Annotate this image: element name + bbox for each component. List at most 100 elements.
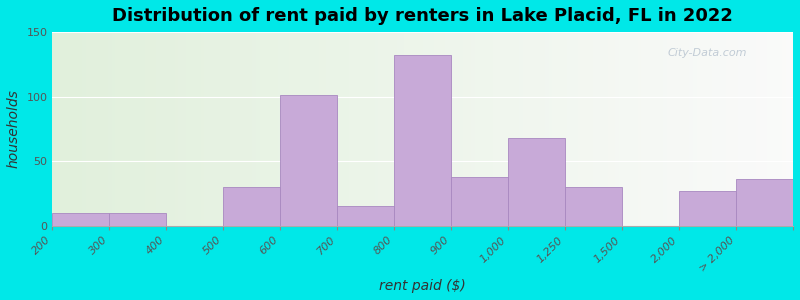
Bar — [674, 32, 678, 226]
Bar — [697, 32, 701, 226]
Bar — [574, 32, 578, 226]
Bar — [278, 32, 282, 226]
Bar — [490, 32, 493, 226]
Bar — [404, 32, 408, 226]
Bar — [271, 32, 274, 226]
Bar — [304, 32, 308, 226]
Bar — [471, 32, 474, 226]
Bar — [649, 32, 652, 226]
Bar — [63, 32, 67, 226]
Bar — [430, 32, 434, 226]
Bar — [274, 32, 278, 226]
Bar — [545, 32, 549, 226]
Bar — [163, 32, 167, 226]
Bar — [301, 32, 304, 226]
Bar — [382, 32, 386, 226]
Bar — [315, 32, 319, 226]
Bar — [708, 32, 711, 226]
Bar — [145, 32, 149, 226]
Bar — [742, 32, 745, 226]
Bar — [201, 32, 204, 226]
Y-axis label: households: households — [7, 89, 21, 168]
Bar — [397, 32, 401, 226]
Bar — [597, 32, 601, 226]
Bar — [360, 32, 363, 226]
Bar — [174, 32, 178, 226]
Bar — [434, 32, 438, 226]
Bar — [260, 32, 263, 226]
Bar — [556, 32, 560, 226]
Bar — [565, 187, 622, 226]
Title: Distribution of rent paid by renters in Lake Placid, FL in 2022: Distribution of rent paid by renters in … — [112, 7, 733, 25]
Bar — [719, 32, 722, 226]
Bar — [349, 32, 352, 226]
Bar — [578, 32, 582, 226]
Bar — [722, 32, 726, 226]
Bar — [238, 32, 242, 226]
Bar — [560, 32, 563, 226]
Bar — [736, 179, 793, 226]
Bar — [356, 32, 360, 226]
Bar — [115, 32, 119, 226]
Bar — [767, 32, 771, 226]
Bar — [690, 32, 693, 226]
Bar — [734, 32, 738, 226]
Bar — [130, 32, 134, 226]
Bar — [112, 32, 115, 226]
Bar — [749, 32, 752, 226]
Bar — [190, 32, 193, 226]
Bar — [378, 32, 382, 226]
Bar — [726, 32, 730, 226]
Bar — [322, 32, 326, 226]
Bar — [352, 32, 356, 226]
Bar — [671, 32, 674, 226]
Bar — [312, 32, 315, 226]
Bar — [67, 32, 71, 226]
Bar — [219, 32, 222, 226]
Bar — [374, 32, 378, 226]
Bar — [451, 177, 508, 226]
Bar — [538, 32, 542, 226]
Bar — [156, 32, 160, 226]
Bar — [249, 32, 252, 226]
Bar — [711, 32, 715, 226]
Bar — [178, 32, 182, 226]
Bar — [593, 32, 597, 226]
Bar — [60, 32, 63, 226]
Bar — [660, 32, 663, 226]
Bar — [419, 32, 422, 226]
Bar — [567, 32, 571, 226]
Bar — [549, 32, 552, 226]
Bar — [149, 32, 152, 226]
Bar — [771, 32, 774, 226]
Bar — [501, 32, 504, 226]
Bar — [345, 32, 349, 226]
Bar — [252, 32, 256, 226]
Bar — [90, 32, 93, 226]
Bar — [234, 32, 238, 226]
Bar — [110, 213, 166, 226]
Bar — [134, 32, 138, 226]
Bar — [449, 32, 452, 226]
Bar — [411, 32, 415, 226]
Bar — [71, 32, 74, 226]
Bar — [182, 32, 186, 226]
Bar — [526, 32, 530, 226]
Bar — [126, 32, 130, 226]
Bar — [334, 32, 338, 226]
Bar — [679, 191, 736, 226]
X-axis label: rent paid ($): rent paid ($) — [379, 279, 466, 293]
Bar — [297, 32, 301, 226]
Bar — [197, 32, 201, 226]
Text: City-Data.com: City-Data.com — [667, 47, 746, 58]
Bar — [371, 32, 374, 226]
Bar — [104, 32, 108, 226]
Bar — [715, 32, 719, 226]
Bar — [497, 32, 501, 226]
Bar — [552, 32, 556, 226]
Bar — [363, 32, 367, 226]
Bar — [160, 32, 163, 226]
Bar — [122, 32, 126, 226]
Bar — [142, 32, 145, 226]
Bar — [401, 32, 404, 226]
